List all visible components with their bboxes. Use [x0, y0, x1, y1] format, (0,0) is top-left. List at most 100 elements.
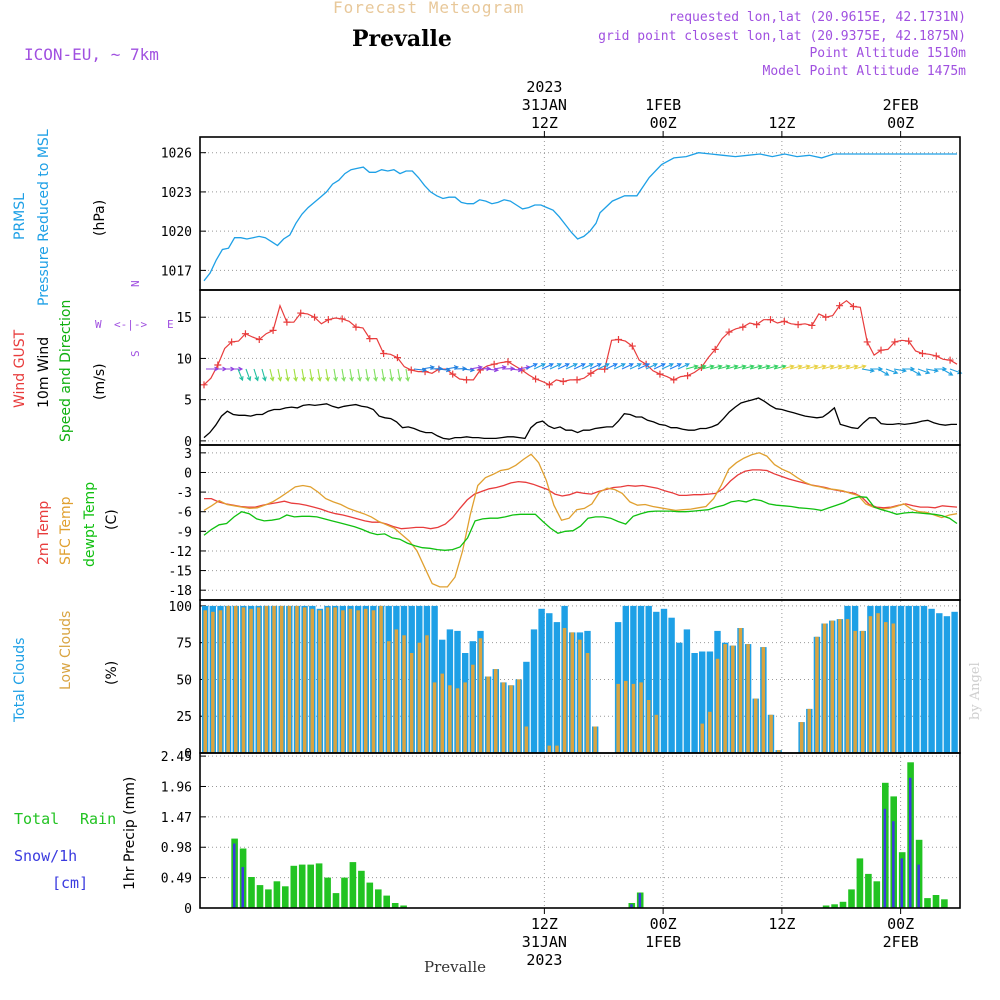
low-cloud-bar [830, 620, 834, 753]
ytick-label-temp: -6 [176, 506, 192, 521]
precip-axis-label: 1hr Precip (mm) [122, 776, 138, 890]
low-cloud-bar [287, 605, 292, 753]
gust-marker [670, 376, 678, 384]
low-cloud-bar [547, 745, 551, 753]
gust-marker [725, 328, 733, 336]
low-cloud-bar [417, 642, 422, 753]
low-cloud-bar [387, 641, 391, 753]
top-time-label: 12Z [531, 114, 558, 132]
low-cloud-bar [517, 679, 521, 753]
low-cloud-bar [585, 653, 590, 753]
low-cloud-bar [815, 636, 819, 753]
low-cloud-bar [524, 726, 529, 753]
top-time-label: 00Z [650, 114, 677, 132]
low-cloud-bar [822, 623, 827, 753]
low-cloud-bar [394, 629, 399, 753]
low-cloud-bar [203, 610, 207, 753]
model-name: ICON-EU, ~ 7km [24, 45, 159, 64]
low-cloud-bar [440, 673, 444, 753]
precip-total-bar [332, 893, 340, 908]
wind-direction-arrow [725, 364, 739, 370]
ytick-label-wind: 0 [184, 435, 192, 450]
bottom-time-label: 12Z [768, 915, 795, 933]
precip-snow-unit: [cm] [52, 874, 89, 892]
sfctemp-label: SFC Temp [58, 496, 74, 565]
low-cloud-bar [624, 680, 628, 753]
low-cloud-bar [364, 608, 368, 753]
wind-direction-arrow [885, 368, 899, 375]
wind-direction-arrow [397, 368, 402, 382]
precip-snow-bar [241, 867, 244, 908]
precip-total-bar [839, 901, 847, 908]
low-cloud-bar [272, 605, 276, 753]
wind-unit-label: (m/s) [92, 363, 108, 400]
gust-marker [545, 381, 553, 389]
low-cloud-bar [501, 682, 506, 753]
gust-marker [490, 360, 498, 368]
panel-frame-wind [199, 289, 961, 446]
ytick-label-wind: 15 [176, 311, 192, 326]
low-cloud-bar [799, 722, 804, 753]
ytick-label-precip: 1.96 [161, 780, 192, 795]
compass-west: W [95, 318, 102, 331]
wind-speed-line [203, 397, 957, 440]
low-cloud-bar [754, 698, 758, 753]
low-cloud-bar [379, 605, 383, 753]
gust-marker [228, 338, 236, 346]
wind-direction-arrow [365, 368, 370, 382]
ytick-label-prmsl: 1026 [161, 147, 192, 162]
low-cloud-bar [723, 644, 727, 753]
precip-total-bar [873, 881, 881, 908]
gust-marker [449, 370, 457, 378]
wind-direction-arrow [389, 368, 394, 382]
wind-direction-arrow [693, 364, 707, 370]
low-cloud-bar [302, 607, 307, 753]
wind-direction-arrow [581, 363, 594, 370]
precip-total-bar [856, 858, 864, 908]
wind-direction-arrow [285, 368, 290, 382]
wind-direction-arrow [805, 364, 819, 370]
gust-line [203, 299, 958, 386]
total-cloud-bar [546, 613, 553, 753]
gust-marker [532, 375, 540, 383]
ytick-label-clouds: 50 [176, 673, 192, 688]
low-cloud-bar [478, 638, 483, 754]
total-cloud-bar [676, 642, 683, 753]
panel-frame-precip [199, 752, 961, 909]
low-cloud-bar [279, 605, 284, 753]
wind-direction-arrow [573, 363, 586, 370]
wind-direction-arrow [261, 368, 267, 382]
low-cloud-bar [876, 613, 880, 753]
wind-direction-arrow [877, 368, 890, 376]
bottom-time-label: 2023 [526, 951, 562, 969]
wind-direction-arrow [605, 363, 618, 370]
low-cloud-bar [807, 708, 811, 753]
bottom-time-label: 00Z [650, 915, 677, 933]
low-cloud-bar [249, 608, 253, 753]
gust-marker [601, 365, 609, 373]
gust-marker [808, 321, 816, 329]
precip-snow-bar [233, 843, 236, 908]
total-cloud-bar [699, 651, 706, 753]
low-cloud-bar [226, 605, 230, 753]
wind-direction-arrow [789, 364, 803, 370]
low-cloud-bar [264, 605, 269, 753]
location-title: Prevalle [352, 26, 452, 52]
total-cloud-bar [630, 605, 637, 753]
low-cloud-bar [218, 610, 223, 753]
wind-direction-arrow [821, 364, 835, 370]
sfc-temp-line [203, 452, 958, 588]
wind-direction-arrow [541, 363, 554, 370]
wind-direction-arrow [253, 368, 259, 382]
precip-total-bar [831, 904, 838, 908]
gust-marker [214, 361, 222, 369]
gust-marker [338, 315, 346, 323]
total-cloud-bar [523, 661, 530, 753]
low-cloud-bar [708, 711, 712, 753]
bottom-time-label: 1FEB [645, 933, 681, 951]
wind-direction-arrow [701, 364, 715, 370]
compass-east: E [167, 318, 174, 331]
wind-direction-arrow [565, 363, 578, 370]
total-cloud-bar [936, 613, 943, 753]
total-cloud-bar [943, 616, 951, 753]
